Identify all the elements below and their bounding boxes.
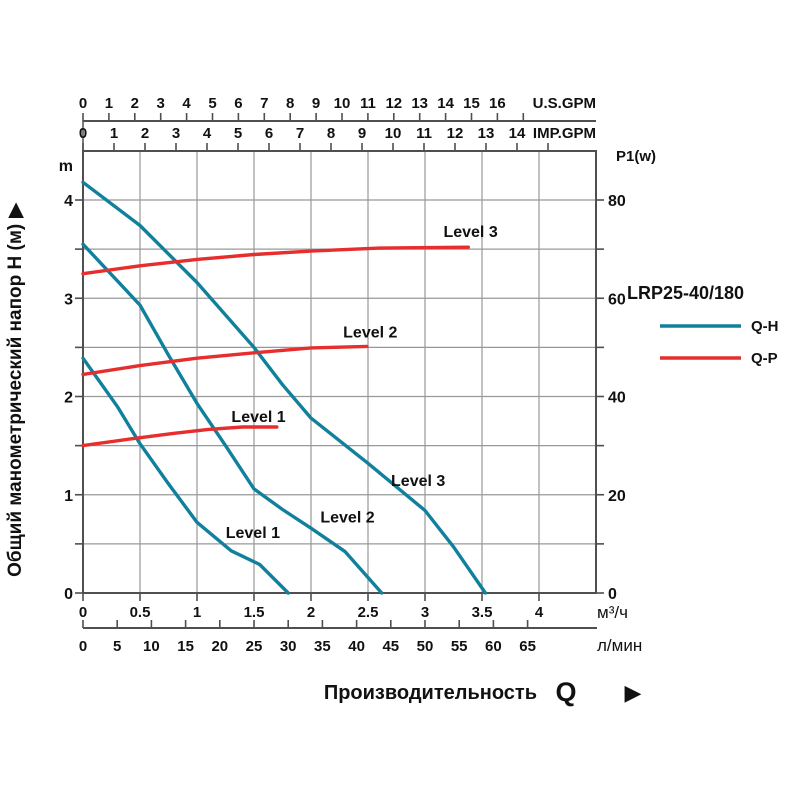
curve-label: Level 1 — [226, 525, 280, 542]
curve-qh-level1 — [81, 356, 290, 595]
ticks-layer: 0 1 2 3 4 5 6 7 8 9 10 11 12 13 14 15 160 1 2 3 4 5 6 7 8 9 10 11 12… — [64, 95, 626, 655]
m3h-tick-label: 0.5 — [130, 604, 151, 621]
curve-label: Level 3 — [391, 473, 445, 490]
us-gpm-axis-label: U.S.GPM — [533, 95, 596, 112]
legend-model-title: LRP25-40/180 — [627, 283, 744, 303]
curve-qh-level3 — [81, 180, 488, 595]
power-axis-tick-label: 0 — [608, 586, 617, 603]
left-axis-title: Общий манометрический напор Н (м)▶ — [5, 202, 26, 577]
power-axis-tick-label: 80 — [608, 193, 626, 210]
us_gpm-tick-label: 3 — [157, 95, 165, 112]
imp_gpm-tick-label: 5 — [234, 125, 242, 142]
imp_gpm-tick-label: 4 — [203, 125, 212, 142]
curve-level-labels: Level 3 Level 2 Level 1 Level 3 Level 2 Level… — [226, 224, 498, 542]
lmin-tick-label: 35 — [314, 638, 331, 655]
us_gpm-tick-label: 15 — [463, 95, 480, 112]
us_gpm-tick-label: 11 — [360, 95, 376, 112]
m3h-axis-label: м³/ч — [597, 603, 628, 622]
imp_gpm-tick-label: 0 — [79, 125, 87, 142]
imp_gpm-tick-label: 8 — [327, 125, 335, 142]
lmin-tick-label: 40 — [348, 638, 365, 655]
frame-layer — [82, 120, 597, 629]
us_gpm-tick-label: 2 — [131, 95, 139, 112]
right-arrow-icon: ▶ — [625, 680, 642, 705]
lmin-tick-label: 45 — [382, 638, 399, 655]
head-unit-label: m — [59, 158, 73, 175]
imp_gpm-tick-label: 9 — [358, 125, 366, 142]
us_gpm-tick-label: 13 — [411, 95, 428, 112]
m3h-tick-label: 4 — [535, 604, 544, 621]
m3h-tick-label: 2 — [307, 604, 315, 621]
lmin-tick-label: 65 — [519, 638, 536, 655]
imp_gpm-tick-label: 14 — [509, 125, 526, 142]
legend-qp-label: Q-P — [751, 350, 778, 367]
head-axis-tick-label: 2 — [64, 390, 73, 407]
power-axis-tick-label: 40 — [608, 390, 626, 407]
m3h-tick-label: 3 — [421, 604, 429, 621]
us_gpm-tick-label: 16 — [489, 95, 506, 112]
us_gpm-tick-label: 0 — [79, 95, 87, 112]
legend-qh-label: Q-H — [751, 318, 779, 335]
plot-border — [82, 150, 597, 594]
imp_gpm-tick-label: 12 — [447, 125, 464, 142]
curve-label: Level 2 — [343, 325, 397, 342]
curves-layer — [81, 180, 488, 595]
us_gpm-tick-label: 1 — [105, 95, 113, 112]
power-axis-label: P1(w) — [616, 148, 656, 165]
head-axis-tick-label: 0 — [64, 586, 73, 603]
imp_gpm-tick-label: 10 — [385, 125, 402, 142]
power-axis-tick-label: 60 — [608, 291, 626, 308]
us_gpm-tick-label: 9 — [312, 95, 320, 112]
curve-label: Level 3 — [443, 224, 497, 241]
curve-qp-level3 — [81, 245, 470, 276]
lmin-axis-label: л/мин — [597, 636, 642, 655]
curve-qp-level2 — [81, 344, 369, 377]
imp_gpm-tick-label: 6 — [265, 125, 273, 142]
curve-label: Level 1 — [231, 409, 285, 426]
imp_gpm-tick-label: 7 — [296, 125, 304, 142]
imp_gpm-tick-label: 13 — [478, 125, 495, 142]
lmin-tick-label: 5 — [113, 638, 121, 655]
head-axis-tick-label: 1 — [64, 488, 73, 505]
lmin-tick-label: 25 — [246, 638, 263, 655]
lmin-tick-label: 30 — [280, 638, 297, 655]
lmin-tick-label: 20 — [211, 638, 228, 655]
bottom-axis-title: Производительность — [324, 682, 537, 704]
flow-symbol: Q — [555, 677, 576, 707]
curve-label: Level 2 — [320, 509, 374, 526]
head-axis-tick-label: 4 — [64, 193, 73, 210]
lmin-tick-label: 55 — [451, 638, 468, 655]
head-axis-tick-label: 3 — [64, 291, 73, 308]
lmin-tick-label: 60 — [485, 638, 502, 655]
us_gpm-tick-label: 6 — [234, 95, 242, 112]
power-axis-tick-label: 20 — [608, 488, 626, 505]
curve-qp-level1 — [81, 425, 279, 448]
us_gpm-tick-label: 10 — [334, 95, 351, 112]
m3h-tick-label: 1 — [193, 604, 201, 621]
curve-qh-level2 — [81, 242, 384, 595]
lmin-tick-label: 0 — [79, 638, 87, 655]
m3h-tick-label: 3.5 — [472, 604, 493, 621]
lmin-tick-label: 15 — [177, 638, 194, 655]
m3h-tick-label: 2.5 — [358, 604, 379, 621]
imp_gpm-tick-label: 3 — [172, 125, 180, 142]
imp-gpm-axis-label: IMP.GPM — [533, 125, 596, 142]
us_gpm-tick-label: 8 — [286, 95, 294, 112]
m3h-tick-label: 1.5 — [244, 604, 265, 621]
us_gpm-tick-label: 7 — [260, 95, 268, 112]
lmin-tick-label: 10 — [143, 638, 160, 655]
us_gpm-tick-label: 14 — [437, 95, 454, 112]
up-arrow-icon: ▶ — [5, 202, 26, 219]
grid-layer — [83, 151, 596, 593]
us_gpm-tick-label: 4 — [182, 95, 191, 112]
us_gpm-tick-label: 5 — [208, 95, 216, 112]
imp_gpm-tick-label: 1 — [110, 125, 118, 142]
lmin-tick-label: 50 — [417, 638, 434, 655]
imp_gpm-tick-label: 2 — [141, 125, 149, 142]
imp_gpm-tick-label: 11 — [416, 125, 432, 142]
us_gpm-tick-label: 12 — [385, 95, 402, 112]
m3h-tick-label: 0 — [79, 604, 87, 621]
